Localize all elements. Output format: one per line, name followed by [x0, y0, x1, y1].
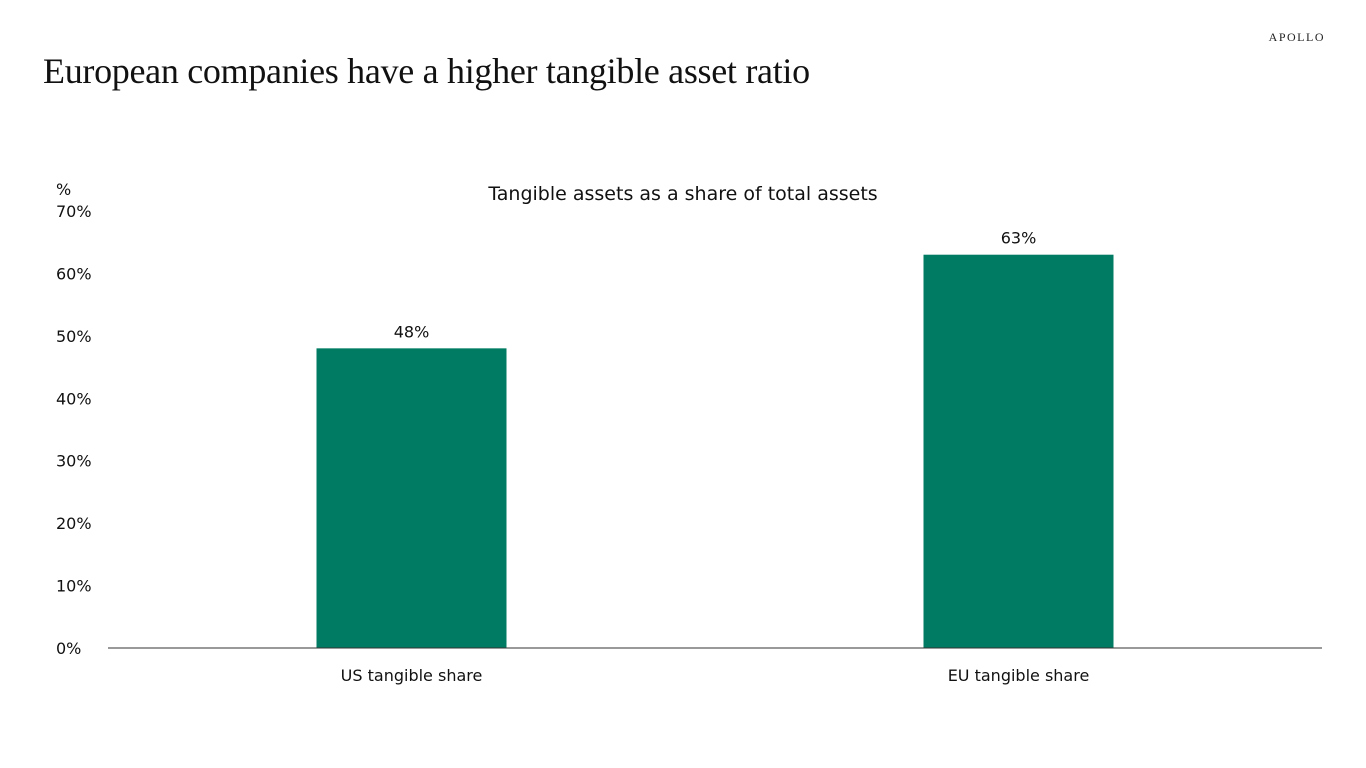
data-label: 48% [394, 322, 430, 341]
y-tick-label: 10% [56, 577, 92, 596]
bar [316, 348, 507, 648]
y-axis-label: % [56, 180, 71, 199]
y-tick-label: 0% [56, 639, 81, 658]
y-tick-label: 70% [56, 202, 92, 221]
y-tick-label: 50% [56, 327, 92, 346]
bar [923, 254, 1114, 648]
y-tick-label: 30% [56, 452, 92, 471]
y-tick-label: 60% [56, 264, 92, 283]
apollo-logo: APOLLO [1268, 30, 1325, 44]
x-tick-label: EU tangible share [948, 666, 1090, 685]
y-tick-label: 40% [56, 389, 92, 408]
x-tick-label: US tangible share [341, 666, 483, 685]
data-label: 63% [1001, 229, 1037, 248]
chart-title: Tangible assets as a share of total asse… [487, 183, 877, 205]
y-tick-label: 20% [56, 514, 92, 533]
page-title: European companies have a higher tangibl… [43, 51, 810, 91]
